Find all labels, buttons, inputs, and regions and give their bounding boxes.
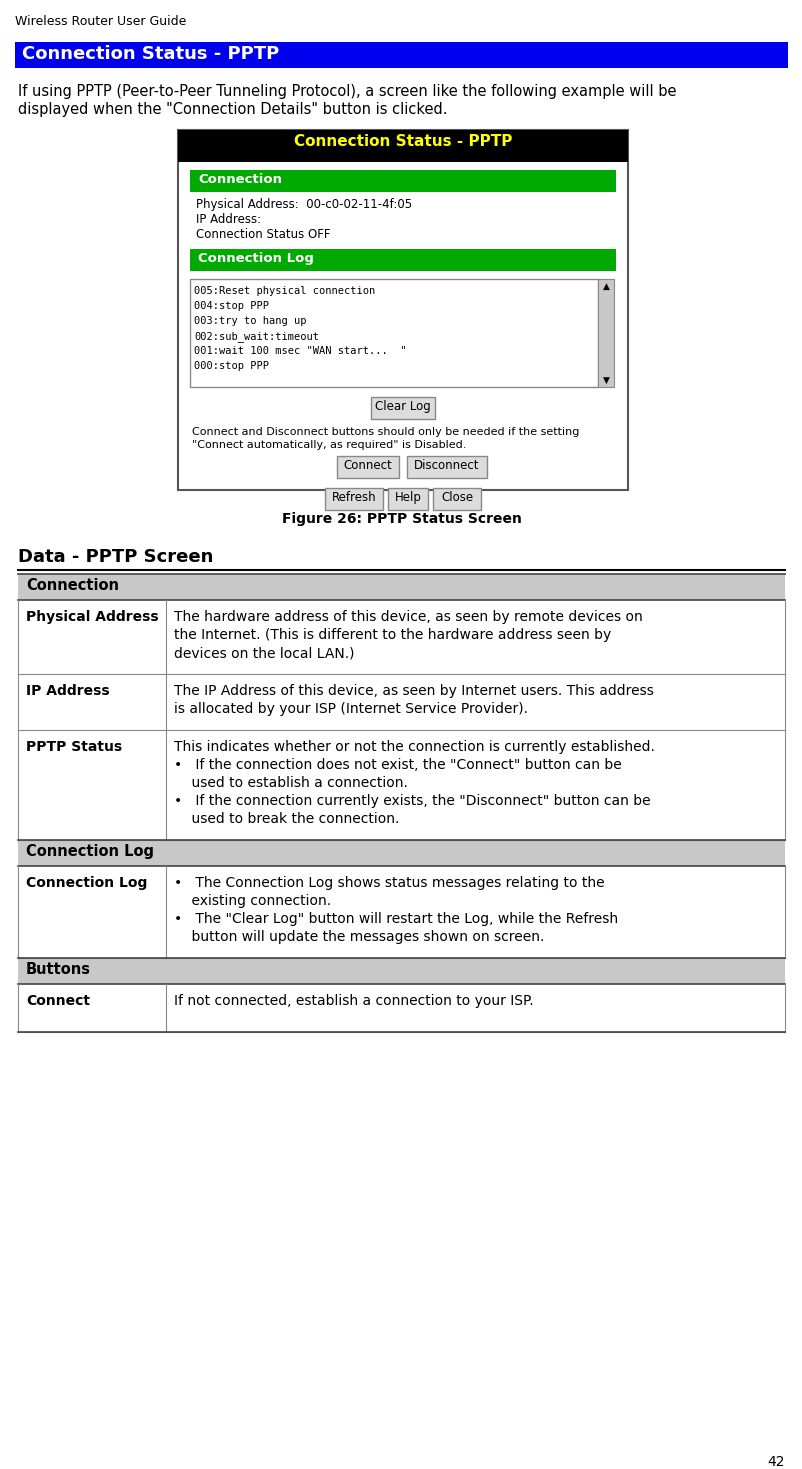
Bar bbox=[18, 840, 784, 867]
Bar bbox=[190, 250, 615, 270]
Bar bbox=[178, 129, 627, 491]
Text: Buttons: Buttons bbox=[26, 962, 91, 977]
Text: Connect: Connect bbox=[343, 458, 392, 472]
Bar bbox=[407, 455, 486, 477]
Text: displayed when the "Connection Details" button is clicked.: displayed when the "Connection Details" … bbox=[18, 101, 447, 118]
Text: used to break the connection.: used to break the connection. bbox=[174, 812, 399, 826]
Text: the Internet. (This is different to the hardware address seen by: the Internet. (This is different to the … bbox=[174, 629, 610, 642]
Bar bbox=[337, 455, 399, 477]
Text: ▲: ▲ bbox=[602, 282, 609, 291]
Text: 005:Reset physical connection: 005:Reset physical connection bbox=[194, 286, 375, 295]
Text: button will update the messages shown on screen.: button will update the messages shown on… bbox=[174, 930, 544, 945]
Bar bbox=[18, 574, 784, 599]
Text: devices on the local LAN.): devices on the local LAN.) bbox=[174, 646, 354, 660]
Text: Data - PPTP Screen: Data - PPTP Screen bbox=[18, 548, 213, 566]
Text: The hardware address of this device, as seen by remote devices on: The hardware address of this device, as … bbox=[174, 610, 642, 624]
Text: 003:try to hang up: 003:try to hang up bbox=[194, 316, 306, 326]
Text: Connect and Disconnect buttons should only be needed if the setting: Connect and Disconnect buttons should on… bbox=[192, 427, 579, 436]
Text: Physical Address:  00-c0-02-11-4f:05: Physical Address: 00-c0-02-11-4f:05 bbox=[196, 198, 411, 212]
Bar bbox=[371, 397, 435, 419]
Text: •   The "Clear Log" button will restart the Log, while the Refresh: • The "Clear Log" button will restart th… bbox=[174, 912, 618, 925]
Text: If using PPTP (Peer-to-Peer Tunneling Protocol), a screen like the following exa: If using PPTP (Peer-to-Peer Tunneling Pr… bbox=[18, 84, 675, 98]
Text: Figure 26: PPTP Status Screen: Figure 26: PPTP Status Screen bbox=[282, 513, 520, 526]
Text: Connection Log: Connection Log bbox=[26, 845, 154, 859]
Bar bbox=[178, 129, 627, 162]
Bar bbox=[325, 488, 383, 510]
Text: 42: 42 bbox=[767, 1454, 784, 1469]
Text: is allocated by your ISP (Internet Service Provider).: is allocated by your ISP (Internet Servi… bbox=[174, 702, 528, 715]
Bar bbox=[190, 170, 615, 192]
Text: Disconnect: Disconnect bbox=[414, 458, 479, 472]
Text: Clear Log: Clear Log bbox=[375, 400, 431, 413]
Text: If not connected, establish a connection to your ISP.: If not connected, establish a connection… bbox=[174, 995, 533, 1008]
Text: "Connect automatically, as required" is Disabled.: "Connect automatically, as required" is … bbox=[192, 441, 466, 450]
Text: Wireless Router User Guide: Wireless Router User Guide bbox=[15, 15, 186, 28]
Bar bbox=[18, 958, 784, 984]
Text: used to establish a connection.: used to establish a connection. bbox=[174, 776, 407, 790]
Text: Physical Address: Physical Address bbox=[26, 610, 159, 624]
Text: 002:sub_wait:timeout: 002:sub_wait:timeout bbox=[194, 331, 318, 342]
Bar bbox=[190, 279, 597, 386]
Text: 001:wait 100 msec "WAN start...  ": 001:wait 100 msec "WAN start... " bbox=[194, 347, 406, 355]
Bar bbox=[597, 279, 614, 386]
Text: PPTP Status: PPTP Status bbox=[26, 740, 122, 754]
Text: Connection Log: Connection Log bbox=[26, 876, 148, 890]
Bar bbox=[387, 488, 427, 510]
Bar bbox=[15, 43, 787, 68]
Text: Connection: Connection bbox=[198, 173, 282, 187]
Text: existing connection.: existing connection. bbox=[174, 895, 330, 908]
Text: Help: Help bbox=[394, 491, 421, 504]
Text: Refresh: Refresh bbox=[331, 491, 376, 504]
Text: •   The Connection Log shows status messages relating to the: • The Connection Log shows status messag… bbox=[174, 876, 604, 890]
Text: 000:stop PPP: 000:stop PPP bbox=[194, 361, 269, 372]
Text: This indicates whether or not the connection is currently established.: This indicates whether or not the connec… bbox=[174, 740, 654, 754]
Text: •   If the connection does not exist, the "Connect" button can be: • If the connection does not exist, the … bbox=[174, 758, 621, 773]
Text: Close: Close bbox=[440, 491, 472, 504]
Text: Connection: Connection bbox=[26, 577, 119, 593]
Text: 004:stop PPP: 004:stop PPP bbox=[194, 301, 269, 311]
Text: IP Address:: IP Address: bbox=[196, 213, 261, 226]
Text: Connection Log: Connection Log bbox=[198, 253, 314, 264]
Text: Connect: Connect bbox=[26, 995, 90, 1008]
Text: The IP Address of this device, as seen by Internet users. This address: The IP Address of this device, as seen b… bbox=[174, 685, 653, 698]
Text: •   If the connection currently exists, the "Disconnect" button can be: • If the connection currently exists, th… bbox=[174, 795, 650, 808]
Text: IP Address: IP Address bbox=[26, 685, 110, 698]
Bar bbox=[432, 488, 480, 510]
Text: Connection Status - PPTP: Connection Status - PPTP bbox=[22, 46, 279, 63]
Text: ▼: ▼ bbox=[602, 376, 609, 385]
Text: Connection Status OFF: Connection Status OFF bbox=[196, 228, 330, 241]
Text: Connection Status - PPTP: Connection Status - PPTP bbox=[294, 134, 512, 148]
